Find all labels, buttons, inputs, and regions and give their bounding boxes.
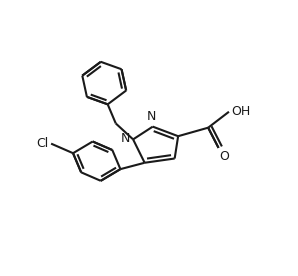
Text: N: N [120,132,130,145]
Text: O: O [220,150,229,163]
Text: OH: OH [231,105,251,118]
Text: Cl: Cl [37,137,49,150]
Text: N: N [147,110,156,123]
